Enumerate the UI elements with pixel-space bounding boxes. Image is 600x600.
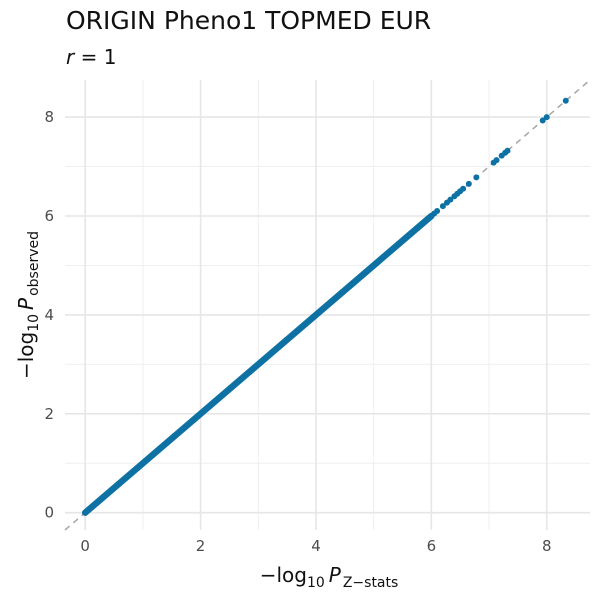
x-tick-labels: 0 2 4 6 8 xyxy=(80,537,551,555)
minor-gridlines xyxy=(65,80,590,530)
x-axis-title: −log10 P Z−stats xyxy=(260,563,399,591)
data-point xyxy=(434,208,441,215)
y-tick-label: 4 xyxy=(44,306,54,324)
data-point xyxy=(447,196,454,203)
data-point xyxy=(465,180,472,187)
data-point xyxy=(504,147,511,154)
x-tick-label: 8 xyxy=(542,537,552,555)
data-point xyxy=(439,203,446,210)
x-tick-label: 6 xyxy=(427,537,437,555)
dense-points-stroke xyxy=(81,212,435,516)
data-point xyxy=(460,185,467,192)
y-axis-title: −log10Pobserved xyxy=(14,231,42,379)
data-point xyxy=(493,157,500,164)
y-tick-labels: 0 2 4 6 8 xyxy=(44,108,54,522)
subtitle-value: = 1 xyxy=(74,45,117,69)
chart-subtitle: r = 1 xyxy=(66,45,116,69)
y-tick-label: 0 xyxy=(44,504,54,522)
major-gridlines xyxy=(65,80,590,530)
chart-title: ORIGIN Pheno1 TOPMED EUR xyxy=(66,6,432,35)
x-tick-label: 2 xyxy=(196,537,206,555)
y-tick-label: 6 xyxy=(44,207,54,225)
y-tick-label: 2 xyxy=(44,405,54,423)
data-point xyxy=(543,114,550,121)
y-tick-label: 8 xyxy=(44,108,54,126)
subtitle-symbol: r xyxy=(66,45,75,69)
dense-point-band xyxy=(81,212,435,516)
data-point xyxy=(562,97,569,104)
x-tick-label: 4 xyxy=(311,537,321,555)
data-point xyxy=(473,174,480,181)
scatter-points xyxy=(431,97,569,217)
data-point xyxy=(539,117,546,124)
x-tick-label: 0 xyxy=(80,537,90,555)
